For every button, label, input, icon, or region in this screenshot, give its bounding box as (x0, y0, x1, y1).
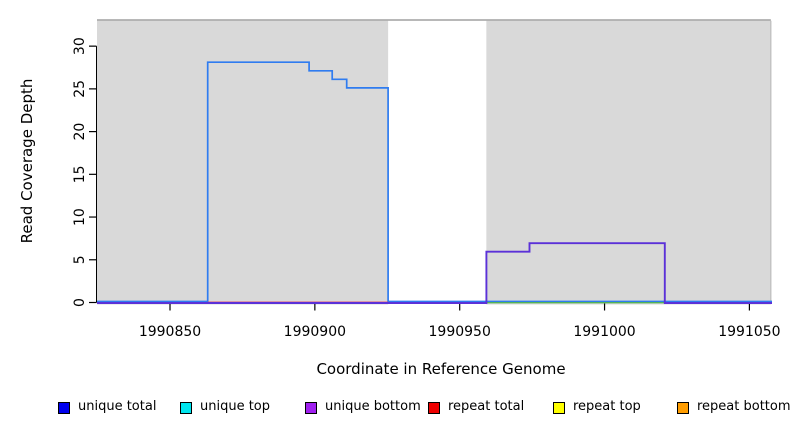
x-tick-label: 1990900 (284, 324, 346, 340)
repeat-region-rect (486, 20, 771, 305)
series-unique-total (97, 61, 772, 303)
y-axis-title: Read Coverage Depth (18, 78, 36, 244)
legend-label: repeat top (573, 399, 641, 414)
legend-label: unique bottom (325, 399, 421, 414)
y-tick-label: 5 (72, 255, 88, 264)
x-tick-label: 1990950 (429, 324, 491, 340)
y-tick-label: 30 (72, 37, 88, 55)
x-tick-label: 1991050 (718, 324, 780, 340)
x-tick-label: 1990850 (139, 324, 201, 340)
legend-label: repeat total (448, 399, 525, 414)
legend-swatch-icon (553, 402, 565, 414)
y-tick-label: 15 (72, 165, 88, 183)
y-tick-label: 0 (72, 298, 88, 307)
x-axis-title: Coordinate in Reference Genome (316, 360, 566, 378)
x-tick-label: 1991000 (573, 324, 635, 340)
y-tick-label: 10 (72, 208, 88, 226)
legend-swatch-icon (428, 402, 440, 414)
legend-label: unique top (200, 399, 271, 414)
y-tick-label: 20 (72, 123, 88, 141)
legend-swatch-icon (677, 402, 689, 414)
repeat-region-rect (97, 20, 389, 305)
legend-swatch-icon (58, 402, 70, 414)
y-tick-label: 25 (72, 80, 88, 98)
series-unique-bottom (97, 242, 772, 304)
legend-label: unique total (78, 399, 157, 414)
legend: unique total unique top unique bottom repea… (0, 396, 792, 422)
legend-swatch-icon (180, 402, 192, 414)
legend-label: repeat bottom (697, 399, 791, 414)
legend-swatch-icon (305, 402, 317, 414)
